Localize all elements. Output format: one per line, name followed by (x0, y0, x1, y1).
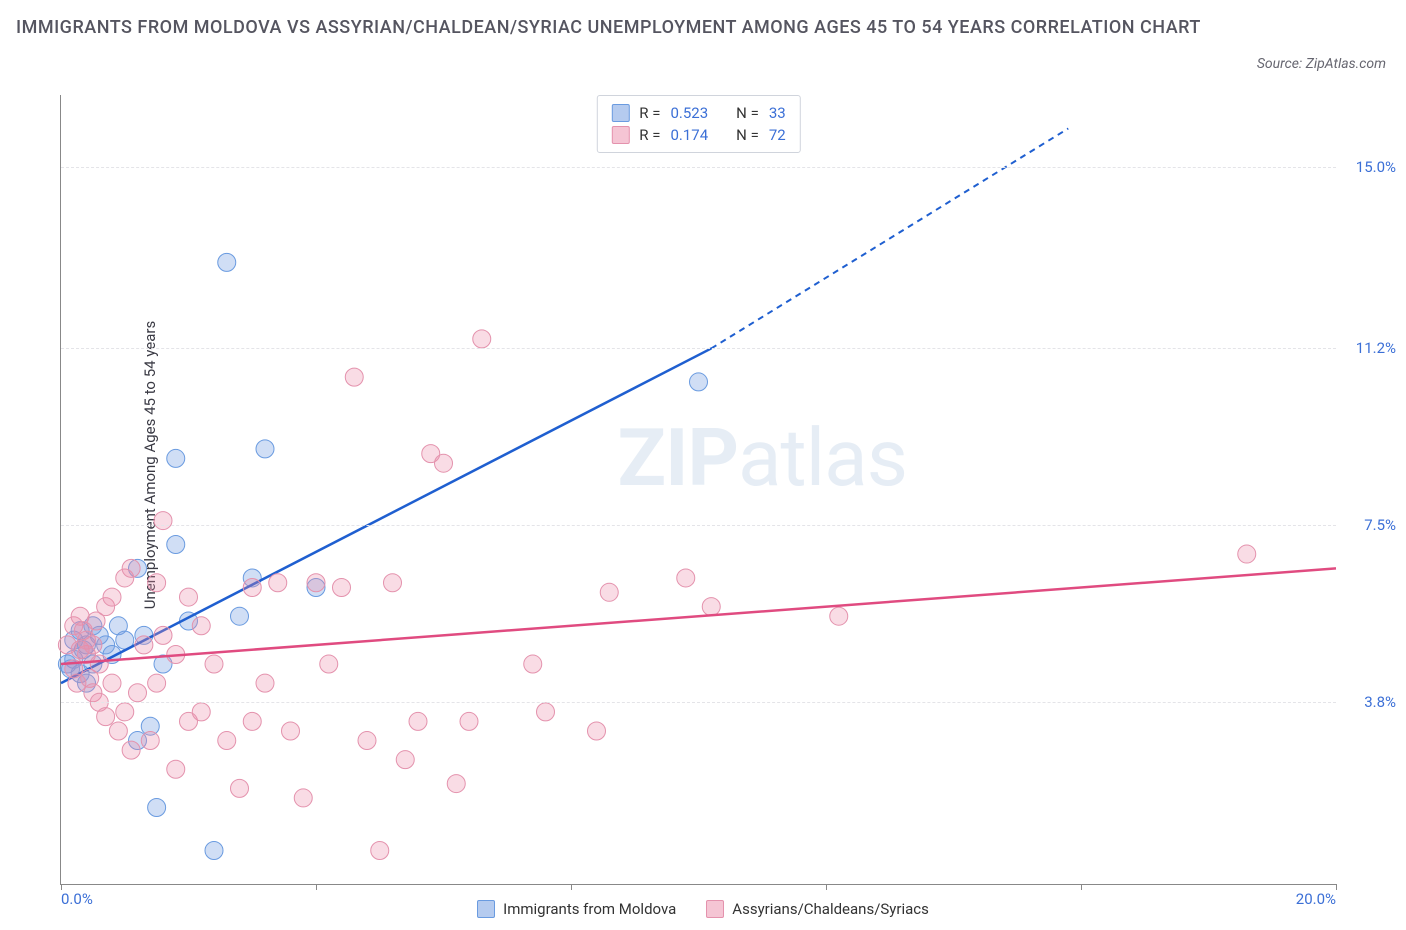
legend-n-value: 33 (769, 104, 786, 122)
data-point-assyrian (205, 655, 223, 673)
gridline-h (61, 702, 1336, 703)
x-minor-tick (61, 884, 62, 890)
data-point-assyrian (830, 607, 848, 625)
legend-n-label: N = (736, 126, 759, 144)
data-point-assyrian (116, 703, 134, 721)
legend-row: R = 0.523 N = 33 (611, 102, 785, 124)
x-minor-tick (826, 884, 827, 890)
data-point-assyrian (524, 655, 542, 673)
legend-swatch (611, 126, 629, 144)
trend-line-ext-moldova (711, 128, 1068, 348)
data-point-assyrian (702, 598, 720, 616)
data-point-moldova (218, 253, 236, 271)
y-tick-label: 11.2% (1346, 339, 1396, 357)
legend-swatch (611, 104, 629, 122)
legend-r-value: 0.523 (670, 104, 708, 122)
data-point-assyrian (243, 712, 261, 730)
scatter-svg (61, 95, 1336, 884)
legend-swatch (706, 900, 724, 918)
data-point-moldova (167, 535, 185, 553)
data-point-assyrian (333, 579, 351, 597)
data-point-moldova (231, 607, 249, 625)
data-point-assyrian (345, 368, 363, 386)
data-point-assyrian (435, 454, 453, 472)
data-point-assyrian (192, 617, 210, 635)
data-point-assyrian (180, 588, 198, 606)
bottom-legend-label: Assyrians/Chaldeans/Syriacs (732, 900, 929, 918)
x-minor-tick (1336, 884, 1337, 890)
series-legend: Immigrants from Moldova Assyrians/Chalde… (0, 900, 1406, 918)
y-tick-label: 3.8% (1346, 693, 1396, 711)
correlation-legend: R = 0.523 N = 33 R = 0.174 N = 72 (596, 95, 800, 153)
data-point-assyrian (447, 775, 465, 793)
data-point-assyrian (167, 760, 185, 778)
data-point-moldova (256, 440, 274, 458)
data-point-moldova (690, 373, 708, 391)
data-point-assyrian (154, 626, 172, 644)
data-point-assyrian (192, 703, 210, 721)
bottom-legend-item: Assyrians/Chaldeans/Syriacs (706, 900, 929, 918)
data-point-moldova (148, 798, 166, 816)
data-point-assyrian (384, 574, 402, 592)
data-point-assyrian (84, 636, 102, 654)
y-tick-label: 7.5% (1346, 516, 1396, 534)
gridline-h (61, 167, 1336, 168)
y-tick-label: 15.0% (1346, 158, 1396, 176)
data-point-assyrian (103, 674, 121, 692)
data-point-assyrian (320, 655, 338, 673)
data-point-assyrian (122, 741, 140, 759)
legend-n-value: 72 (769, 126, 786, 144)
legend-r-value: 0.174 (670, 126, 708, 144)
data-point-assyrian (122, 559, 140, 577)
chart-title: IMMIGRANTS FROM MOLDOVA VS ASSYRIAN/CHAL… (16, 14, 1206, 41)
data-point-assyrian (294, 789, 312, 807)
legend-n-label: N = (736, 104, 759, 122)
gridline-h (61, 525, 1336, 526)
data-point-assyrian (103, 588, 121, 606)
data-point-moldova (205, 842, 223, 860)
gridline-h (61, 348, 1336, 349)
bottom-legend-item: Immigrants from Moldova (477, 900, 676, 918)
data-point-assyrian (307, 574, 325, 592)
data-point-assyrian (358, 732, 376, 750)
data-point-assyrian (148, 674, 166, 692)
x-minor-tick (1081, 884, 1082, 890)
data-point-assyrian (97, 708, 115, 726)
data-point-assyrian (677, 569, 695, 587)
data-point-assyrian (537, 703, 555, 721)
data-point-assyrian (109, 722, 127, 740)
data-point-assyrian (243, 579, 261, 597)
data-point-assyrian (1238, 545, 1256, 563)
data-point-assyrian (269, 574, 287, 592)
data-point-assyrian (460, 712, 478, 730)
data-point-assyrian (588, 722, 606, 740)
data-point-assyrian (148, 574, 166, 592)
data-point-assyrian (473, 330, 491, 348)
data-point-assyrian (218, 732, 236, 750)
data-point-assyrian (141, 732, 159, 750)
legend-r-label: R = (639, 104, 660, 122)
chart-plot-area: ZIPatlas R = 0.523 N = 33 R = 0.174 N = … (60, 95, 1336, 885)
data-point-assyrian (129, 684, 147, 702)
data-point-assyrian (371, 842, 389, 860)
data-point-moldova (167, 449, 185, 467)
legend-swatch (477, 900, 495, 918)
data-point-assyrian (231, 779, 249, 797)
data-point-assyrian (256, 674, 274, 692)
data-point-assyrian (154, 512, 172, 530)
data-point-assyrian (600, 583, 618, 601)
bottom-legend-label: Immigrants from Moldova (503, 900, 676, 918)
legend-r-label: R = (639, 126, 660, 144)
x-minor-tick (316, 884, 317, 890)
data-point-assyrian (409, 712, 427, 730)
legend-row: R = 0.174 N = 72 (611, 124, 785, 146)
data-point-assyrian (90, 655, 108, 673)
data-point-assyrian (282, 722, 300, 740)
x-minor-tick (571, 884, 572, 890)
data-point-assyrian (135, 636, 153, 654)
data-point-assyrian (396, 751, 414, 769)
source-attribution: Source: ZipAtlas.com (1257, 56, 1386, 72)
